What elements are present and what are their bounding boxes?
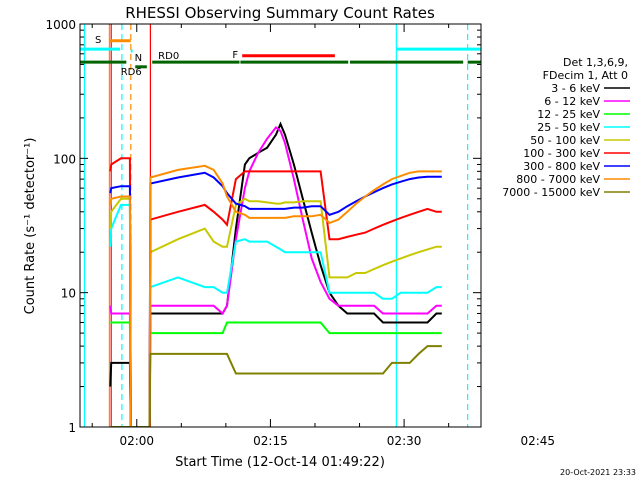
state-label-f: F xyxy=(232,50,238,61)
legend-label-1: 6 - 12 keV xyxy=(544,95,600,108)
series-line-4 xyxy=(109,197,442,427)
state-bars: S N F RD0 RD6 xyxy=(80,35,481,78)
legend-label-3: 25 - 50 keV xyxy=(537,121,600,134)
series-layer xyxy=(109,121,442,427)
state-label-n: N xyxy=(135,53,142,64)
y-tick-label-1000: 1000 xyxy=(45,18,76,32)
series-line-7 xyxy=(109,164,442,427)
series-line-6 xyxy=(109,171,442,427)
y-tick-label-100: 100 xyxy=(53,152,76,166)
series-line-5 xyxy=(109,157,442,427)
x-tick-label-0: 02:00 xyxy=(119,434,154,448)
x-tick-label-2: 02:30 xyxy=(387,434,422,448)
y-tick-label-10: 10 xyxy=(61,287,76,301)
y-tick-label-1: 1 xyxy=(68,421,76,435)
state-label-rd6: RD6 xyxy=(121,67,142,78)
event-lines xyxy=(83,24,469,427)
legend-label-2: 12 - 25 keV xyxy=(537,108,600,121)
series-line-1 xyxy=(109,126,442,427)
legend-label-7: 800 - 7000 keV xyxy=(516,173,600,186)
legend-label-0: 3 - 6 keV xyxy=(551,82,600,95)
state-label-rd0: RD0 xyxy=(158,51,179,62)
legend-label-5: 100 - 300 keV xyxy=(523,147,600,160)
series-line-0 xyxy=(109,121,442,427)
state-label-s: S xyxy=(95,35,101,46)
y-axis-label: Count Rate (s⁻¹ detector⁻¹) xyxy=(23,138,38,315)
x-tick-label-3: 02:45 xyxy=(520,434,555,448)
x-axis-label: Start Time (12-Oct-14 01:49:22) xyxy=(175,455,385,470)
timestamp: 20-Oct-2021 23:33 xyxy=(560,468,636,477)
legend-header-0: Det 1,3,6,9, xyxy=(563,56,628,69)
legend-label-6: 300 - 800 keV xyxy=(523,160,600,173)
legend-header-1: FDecim 1, Att 0 xyxy=(543,69,628,82)
y-axis: 1 10 100 1000 xyxy=(45,18,481,435)
series-line-2 xyxy=(110,321,442,427)
chart-title: RHESSI Observing Summary Count Rates xyxy=(125,4,435,22)
legend-label-8: 7000 - 15000 keV xyxy=(502,186,600,199)
x-tick-label-1: 02:15 xyxy=(253,434,288,448)
series-line-3 xyxy=(109,203,442,427)
plot-frame xyxy=(79,23,482,428)
series-line-8 xyxy=(110,345,442,427)
legend-label-4: 50 - 100 keV xyxy=(530,134,600,147)
